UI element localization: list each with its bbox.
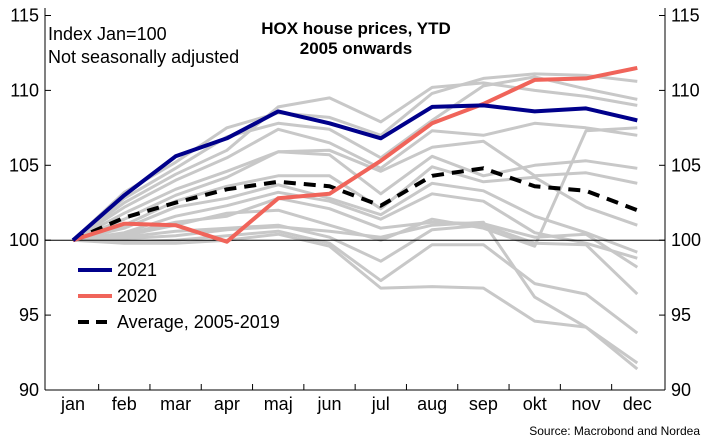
- index-note: Index Jan=100: [48, 24, 167, 44]
- main-series-lines: [71, 65, 639, 244]
- history-line-5: [72, 139, 638, 242]
- legend-label-2020: 2020: [117, 286, 157, 306]
- history-line-1: [71, 72, 638, 242]
- left-ytick-label: 100: [9, 230, 39, 250]
- xtick-label-dec: dec: [623, 394, 652, 414]
- history-line-9: [72, 190, 638, 260]
- right-ytick-label: 115: [671, 5, 700, 25]
- left-ytick-label: 115: [10, 5, 39, 25]
- history-line-6: [72, 150, 638, 242]
- history-line-3: [72, 81, 638, 242]
- history-line-8: [72, 181, 638, 254]
- history-line-11: [72, 223, 639, 296]
- legend-label-average: Average, 2005-2019: [117, 312, 280, 332]
- left-ytick-label: 95: [19, 305, 39, 325]
- chart-title: HOX house prices, YTD: [261, 19, 451, 38]
- history-line-13: [72, 232, 639, 371]
- left-ytick-label: 105: [9, 155, 39, 175]
- right-ytick-label: 105: [671, 155, 701, 175]
- xtick-label-jun: jun: [316, 394, 341, 414]
- xtick-label-apr: apr: [214, 394, 240, 414]
- xtick-label-jul: jul: [371, 394, 390, 414]
- right-ytick-label: 100: [671, 230, 701, 250]
- series-line-average: [72, 166, 639, 243]
- legend-label-2021: 2021: [117, 260, 157, 280]
- chart-subtitle: 2005 onwards: [300, 39, 412, 58]
- xtick-label-sep: sep: [469, 394, 498, 414]
- xtick-label-jan: jan: [60, 394, 85, 414]
- axes: 90 90 95 95 100 100 105 105 110 110 115 115 jan feb ma…: [9, 5, 701, 414]
- series-line-2020: [72, 65, 638, 244]
- history-line-4: [72, 121, 638, 242]
- xtick-label-maj: maj: [264, 394, 293, 414]
- xtick-label-mar: mar: [160, 394, 191, 414]
- right-ytick-label: 95: [671, 305, 691, 325]
- seasonal-note: Not seasonally adjusted: [48, 47, 239, 67]
- right-ytick-label: 110: [671, 80, 700, 100]
- series-line-2021: [71, 103, 638, 242]
- source-note: Source: Macrobond and Nordea: [529, 424, 700, 438]
- xtick-label-okt: okt: [523, 394, 547, 414]
- xtick-label-nov: nov: [571, 394, 600, 414]
- xtick-label-feb: feb: [112, 394, 137, 414]
- legend: 2021 2020 Average, 2005-2019: [78, 260, 280, 332]
- xtick-label-aug: aug: [417, 394, 447, 414]
- left-ytick-label: 110: [10, 80, 39, 100]
- left-ytick-label: 90: [19, 380, 39, 400]
- right-ytick-label: 90: [671, 380, 691, 400]
